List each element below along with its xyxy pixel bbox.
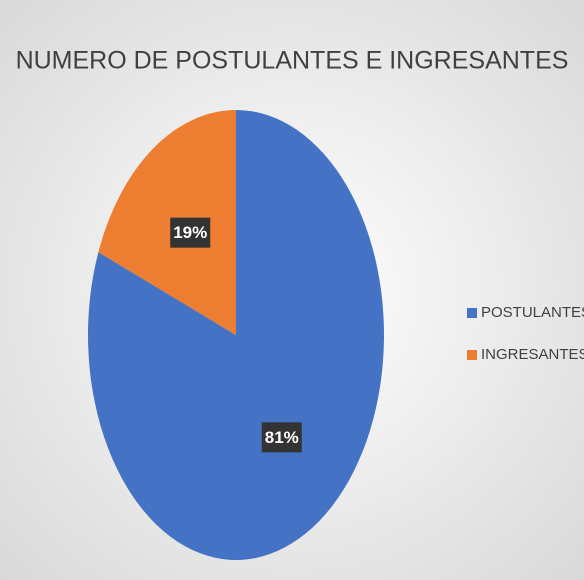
pie-slice	[88, 110, 385, 560]
data-label-box	[170, 217, 211, 248]
data-label-box	[261, 422, 302, 453]
pie-slice	[98, 110, 236, 335]
data-label: 81%	[265, 428, 299, 447]
legend-swatch	[467, 308, 477, 318]
legend-label: INGRESANTES	[481, 346, 584, 363]
legend-label: POSTULANTES	[481, 304, 584, 321]
chart-title: NUMERO DE POSTULANTES E INGRESANTES	[16, 47, 569, 75]
data-label: 19%	[173, 223, 207, 242]
legend-swatch	[467, 350, 477, 360]
